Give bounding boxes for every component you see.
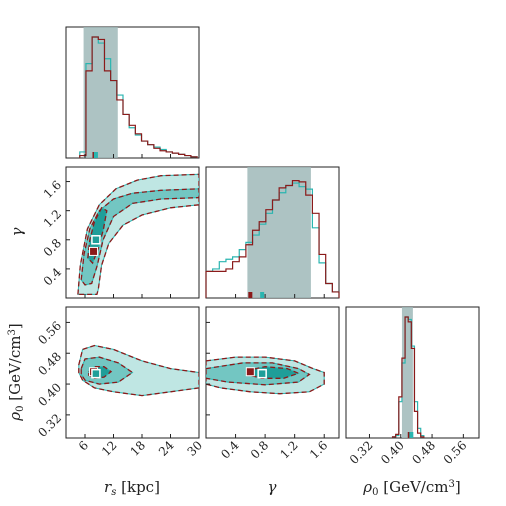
marker-teal-rho_0_vs_gamma [257, 368, 267, 379]
xtick-label-gamma-3: 1.6 [307, 438, 330, 461]
marker-teal-gamma [260, 292, 265, 298]
marker-teal-r_s [93, 152, 98, 158]
credible-band-rho_0 [401, 307, 413, 438]
ytick-label-gamma-3: 1.6 [41, 178, 64, 201]
xtick-label-r_s-1: 12 [99, 438, 120, 459]
xlabel-gamma: γ [268, 478, 277, 496]
xtick-label-r_s-3: 24 [156, 438, 177, 459]
hist-red-r_s [79, 36, 198, 158]
contour-red-gamma_vs_r_s-2 [87, 206, 108, 265]
xtick-label-r_s-0: 6 [76, 438, 91, 453]
xtick-label-rho_0-3: 0.56 [441, 438, 470, 467]
marker-teal-rho_0_vs_r_s [91, 368, 101, 379]
contour-red-gamma_vs_r_s-0 [77, 173, 199, 296]
panel-hist-r-s [65, 26, 200, 159]
ytick-label-gamma-1: 0.8 [41, 236, 64, 259]
xlabel-rho-0: ρ0 [GeV/cm3] [362, 478, 460, 498]
xtick-label-gamma-1: 0.8 [248, 438, 271, 461]
xlabel-r-s: rs [kpc] [104, 478, 160, 498]
xtick-label-r_s-2: 18 [127, 438, 148, 459]
ytick-label-rho_0-1: 0.40 [35, 380, 64, 409]
ylabel-gamma: γ [8, 227, 26, 236]
marker-teal-rho_0 [409, 432, 414, 438]
credible-band-r_s [83, 27, 118, 158]
contour-red-rho_0_vs_gamma-1 [206, 362, 311, 386]
xtick-label-rho_0-1: 0.40 [378, 438, 407, 467]
ylabel-rho-0: ρ0 [GeV/cm3] [6, 323, 26, 421]
panel-gamma-vs-r-s [65, 166, 200, 299]
ytick-label-rho_0-3: 0.56 [35, 319, 64, 348]
contours-rho_0_vs_gamma [206, 356, 325, 395]
marker-red-rho_0_vs_gamma [245, 367, 255, 377]
marker-red-gamma [248, 292, 253, 298]
xtick-label-gamma-0: 0.4 [218, 438, 242, 462]
hist-red-rho_0 [391, 316, 425, 438]
marker-red-gamma_vs_r_s [89, 246, 99, 256]
contour-red-rho_0_vs_gamma-0 [206, 356, 325, 395]
contours-rho_0_vs_r_s [78, 344, 199, 397]
xtick-label-rho_0-2: 0.48 [409, 438, 438, 467]
xtick-label-rho_0-0: 0.32 [347, 438, 376, 467]
contours-gamma_vs_r_s [77, 173, 199, 296]
ytick-label-gamma-2: 1.2 [41, 207, 64, 230]
xtick-label-gamma-2: 1.2 [277, 438, 300, 461]
contour-red-rho_0_vs_r_s-0 [78, 344, 199, 397]
contour-red-gamma_vs_r_s-1 [80, 188, 199, 286]
marker-teal-gamma_vs_r_s [91, 235, 101, 245]
hist-red-gamma [205, 180, 340, 298]
xtick-label-r_s-4: 30 [184, 438, 205, 459]
ytick-label-gamma-0: 0.4 [41, 265, 65, 289]
ytick-label-rho_0-0: 0.32 [35, 411, 64, 440]
contour-red-rho_0_vs_r_s-1 [80, 356, 134, 385]
ytick-label-rho_0-2: 0.48 [35, 349, 64, 378]
